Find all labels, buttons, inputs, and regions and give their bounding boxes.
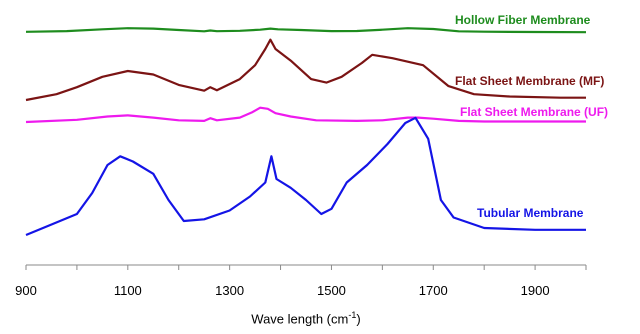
series-line-1: [25, 27, 587, 34]
series-label-1: Hollow Fiber Membrane: [455, 13, 591, 27]
series-line-3: [25, 106, 586, 124]
x-tick-label: 1100: [114, 283, 142, 298]
series-label-3: Flat Sheet Membrane (UF): [460, 105, 608, 119]
curves: [25, 27, 587, 237]
series-labels: Hollow Fiber Membrane Flat Sheet Membrane…: [455, 13, 608, 220]
x-tick-label: 1300: [215, 283, 244, 298]
series-label-2: Flat Sheet Membrane (MF): [455, 74, 604, 88]
x-ticks: 900 1100 1300 1500 1700 1900: [15, 265, 587, 298]
series-line-4: [25, 116, 586, 237]
x-axis-label: Wave length (cm-1): [251, 310, 361, 327]
x-tick-label: 1500: [317, 283, 346, 298]
x-tick-label: 900: [15, 283, 37, 298]
series-line-2: [25, 38, 586, 102]
series-label-4: Tubular Membrane: [477, 206, 584, 220]
x-tick-label: 1900: [521, 283, 550, 298]
x-tick-label: 1700: [419, 283, 448, 298]
